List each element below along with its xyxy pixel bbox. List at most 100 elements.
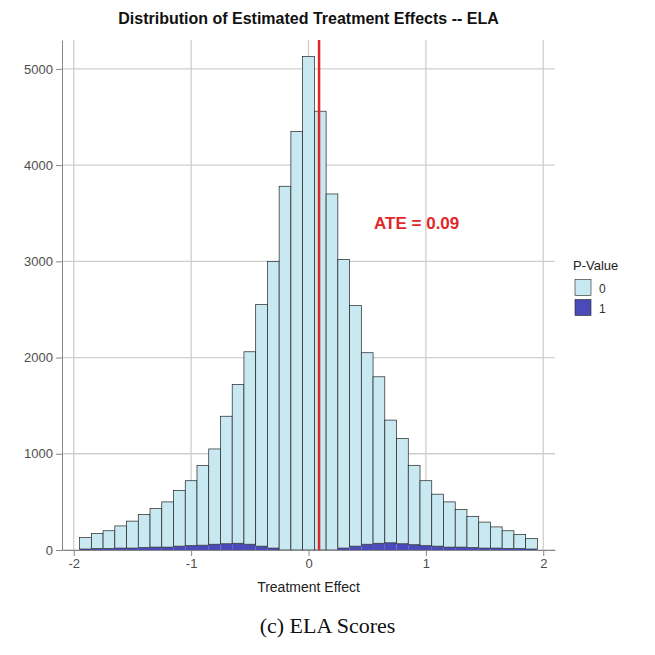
histogram-bar <box>361 353 373 544</box>
histogram-bar <box>373 377 385 543</box>
tick: 1000 <box>24 446 62 461</box>
grid-line <box>73 40 74 550</box>
histogram-bar <box>443 547 455 550</box>
y-axis: 0 1000 2000 3000 4000 5000 <box>24 41 62 558</box>
histogram-bar <box>115 526 127 548</box>
histogram-bar <box>420 481 432 546</box>
histogram-bar <box>80 537 92 549</box>
histogram-bar <box>127 521 139 548</box>
histogram-bar <box>256 546 268 550</box>
histogram-bar <box>326 194 338 550</box>
histogram-bar <box>162 547 174 550</box>
histogram-bar <box>373 543 385 550</box>
histogram-bar <box>256 305 268 547</box>
legend-label: 1 <box>599 302 606 316</box>
legend-key <box>575 300 591 316</box>
tick: 1 <box>423 550 430 571</box>
tick: 4000 <box>24 158 62 173</box>
tick-label: 4000 <box>24 158 53 173</box>
tick-label: -2 <box>68 556 80 571</box>
tick-mark <box>56 261 62 262</box>
legend-label: 0 <box>599 282 606 296</box>
tick: 2 <box>540 550 547 571</box>
grid-line <box>543 40 544 550</box>
tick-label: 5000 <box>24 62 53 77</box>
histogram-bar <box>150 547 162 550</box>
histogram-bar <box>232 543 244 550</box>
histogram-bar <box>267 261 279 548</box>
tick: -1 <box>186 550 198 571</box>
histogram-bar <box>209 449 221 544</box>
tick-mark <box>56 358 62 359</box>
histogram-bar <box>467 516 479 547</box>
histogram-bar <box>455 510 467 548</box>
histogram-bar <box>220 544 232 550</box>
histogram-bar <box>185 546 197 550</box>
tick-label: 2000 <box>24 350 53 365</box>
histogram-bar <box>174 490 186 546</box>
histogram-bar <box>185 481 197 546</box>
tick: 0 <box>305 550 312 571</box>
histogram-bar <box>408 465 420 544</box>
title: Distribution of Estimated Treatment Effe… <box>118 10 499 27</box>
histogram-bar <box>455 547 467 550</box>
caption: (c) ELA Scores <box>260 613 396 638</box>
tick-label: 1000 <box>24 446 53 461</box>
tick: 2000 <box>24 350 62 365</box>
histogram-bar <box>502 531 514 549</box>
histogram-bar <box>420 546 432 550</box>
tick-mark <box>56 69 62 70</box>
tick-mark <box>56 165 62 166</box>
tick-mark <box>309 550 310 556</box>
tick: -2 <box>68 550 80 571</box>
tick-label: 3000 <box>24 254 53 269</box>
grid-line <box>425 40 426 550</box>
histogram-bar <box>443 502 455 547</box>
legend-title: P-Value <box>573 258 618 273</box>
ate-line <box>318 40 321 550</box>
histogram-bar <box>350 306 362 547</box>
annotation: ATE = 0.09 <box>374 214 459 233</box>
histogram-bar <box>209 544 221 550</box>
histogram-bar <box>432 546 444 550</box>
histogram-bar <box>432 494 444 546</box>
histogram-bar <box>385 543 397 550</box>
histogram-bar <box>514 535 526 549</box>
histogram-bar <box>408 545 420 550</box>
chart: -2 -1 0 1 2 0 1000 2000 3000 4000 5000 Distribution… <box>0 0 655 655</box>
x-axis: -2 -1 0 1 2 <box>63 550 556 571</box>
histogram-bar <box>397 438 409 543</box>
tick-label: 1 <box>423 556 430 571</box>
tick: 0 <box>46 543 62 558</box>
tick-mark <box>56 550 62 551</box>
histogram-bar <box>303 56 315 550</box>
tick-mark <box>56 454 62 455</box>
histogram-bar <box>174 546 186 550</box>
histogram-bar <box>197 545 209 550</box>
tick-label: 0 <box>46 543 53 558</box>
axis-line <box>62 41 63 551</box>
histogram-bar <box>361 544 373 550</box>
bars <box>80 40 538 550</box>
tick-mark <box>191 550 192 556</box>
histogram-bar <box>138 548 150 550</box>
histogram-bar <box>385 420 397 543</box>
histogram-bar <box>490 527 502 548</box>
tick: 3000 <box>24 254 62 269</box>
tick-label: 0 <box>305 556 312 571</box>
histogram-bar <box>279 186 291 550</box>
histogram-bar <box>150 509 162 547</box>
histogram-bar <box>244 544 256 550</box>
histogram-bar <box>291 131 303 550</box>
histogram-bar <box>91 534 103 549</box>
x-label: Treatment Effect <box>257 579 360 595</box>
histogram-bar <box>479 522 491 548</box>
legend: P-Value 0 1 <box>573 258 618 316</box>
tick-mark <box>74 550 75 556</box>
histogram-bar <box>138 514 150 547</box>
histogram-bar <box>397 544 409 550</box>
histogram-bar <box>467 548 479 550</box>
histogram-bar <box>220 416 232 543</box>
tick-label: -1 <box>186 556 198 571</box>
histogram-bar <box>338 259 350 548</box>
